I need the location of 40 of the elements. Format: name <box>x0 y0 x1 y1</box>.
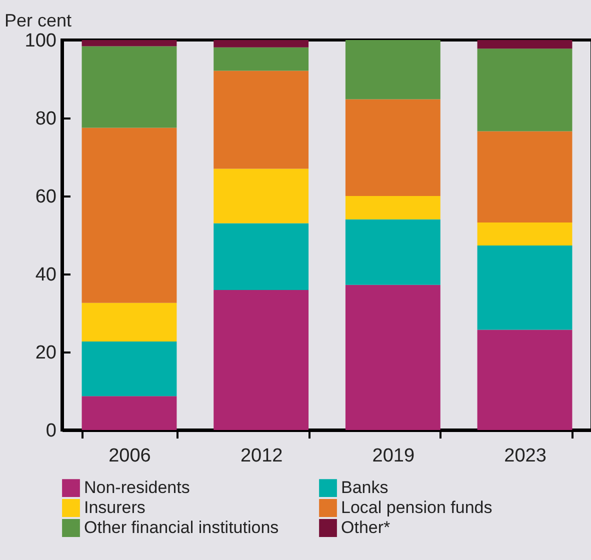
legend-label: Insurers <box>84 498 146 517</box>
bar <box>345 284 440 430</box>
legend-label: Banks <box>341 478 388 498</box>
bar <box>214 168 309 224</box>
bar <box>82 396 177 430</box>
bar <box>82 46 177 128</box>
y-axis-title: Per cent <box>4 10 72 30</box>
bar <box>82 302 177 342</box>
bar <box>214 290 309 430</box>
bar <box>477 131 572 223</box>
bar <box>477 330 572 430</box>
bar <box>345 99 440 196</box>
bar <box>214 223 309 290</box>
y-tick-label: 80 <box>35 108 56 130</box>
bar <box>82 341 177 396</box>
bar <box>477 48 572 132</box>
bar <box>82 40 177 46</box>
bar <box>477 40 572 49</box>
bar <box>345 40 440 100</box>
bar <box>82 128 177 303</box>
x-tick-label: 2019 <box>372 446 415 466</box>
y-tick-label: 20 <box>35 342 56 364</box>
x-tick-label: 2023 <box>504 446 546 466</box>
bar <box>477 222 572 246</box>
bar <box>345 196 440 220</box>
legend-label: Other financial institutions <box>84 518 279 537</box>
x-tick-label: 2012 <box>240 446 283 466</box>
x-tick-label: 2006 <box>108 446 151 466</box>
legend-label: Local pension funds <box>341 498 492 517</box>
legend-label: Non-residents <box>84 478 190 498</box>
y-tick-label: 0 <box>46 420 56 442</box>
bar <box>477 246 572 330</box>
y-tick-label: 40 <box>35 264 56 286</box>
bar <box>214 40 309 48</box>
y-tick-label: 100 <box>24 30 56 52</box>
bar <box>214 47 309 71</box>
bar <box>214 70 309 169</box>
bar <box>345 219 440 285</box>
y-tick-label: 60 <box>35 186 56 208</box>
legend-label: Other* <box>341 518 391 537</box>
